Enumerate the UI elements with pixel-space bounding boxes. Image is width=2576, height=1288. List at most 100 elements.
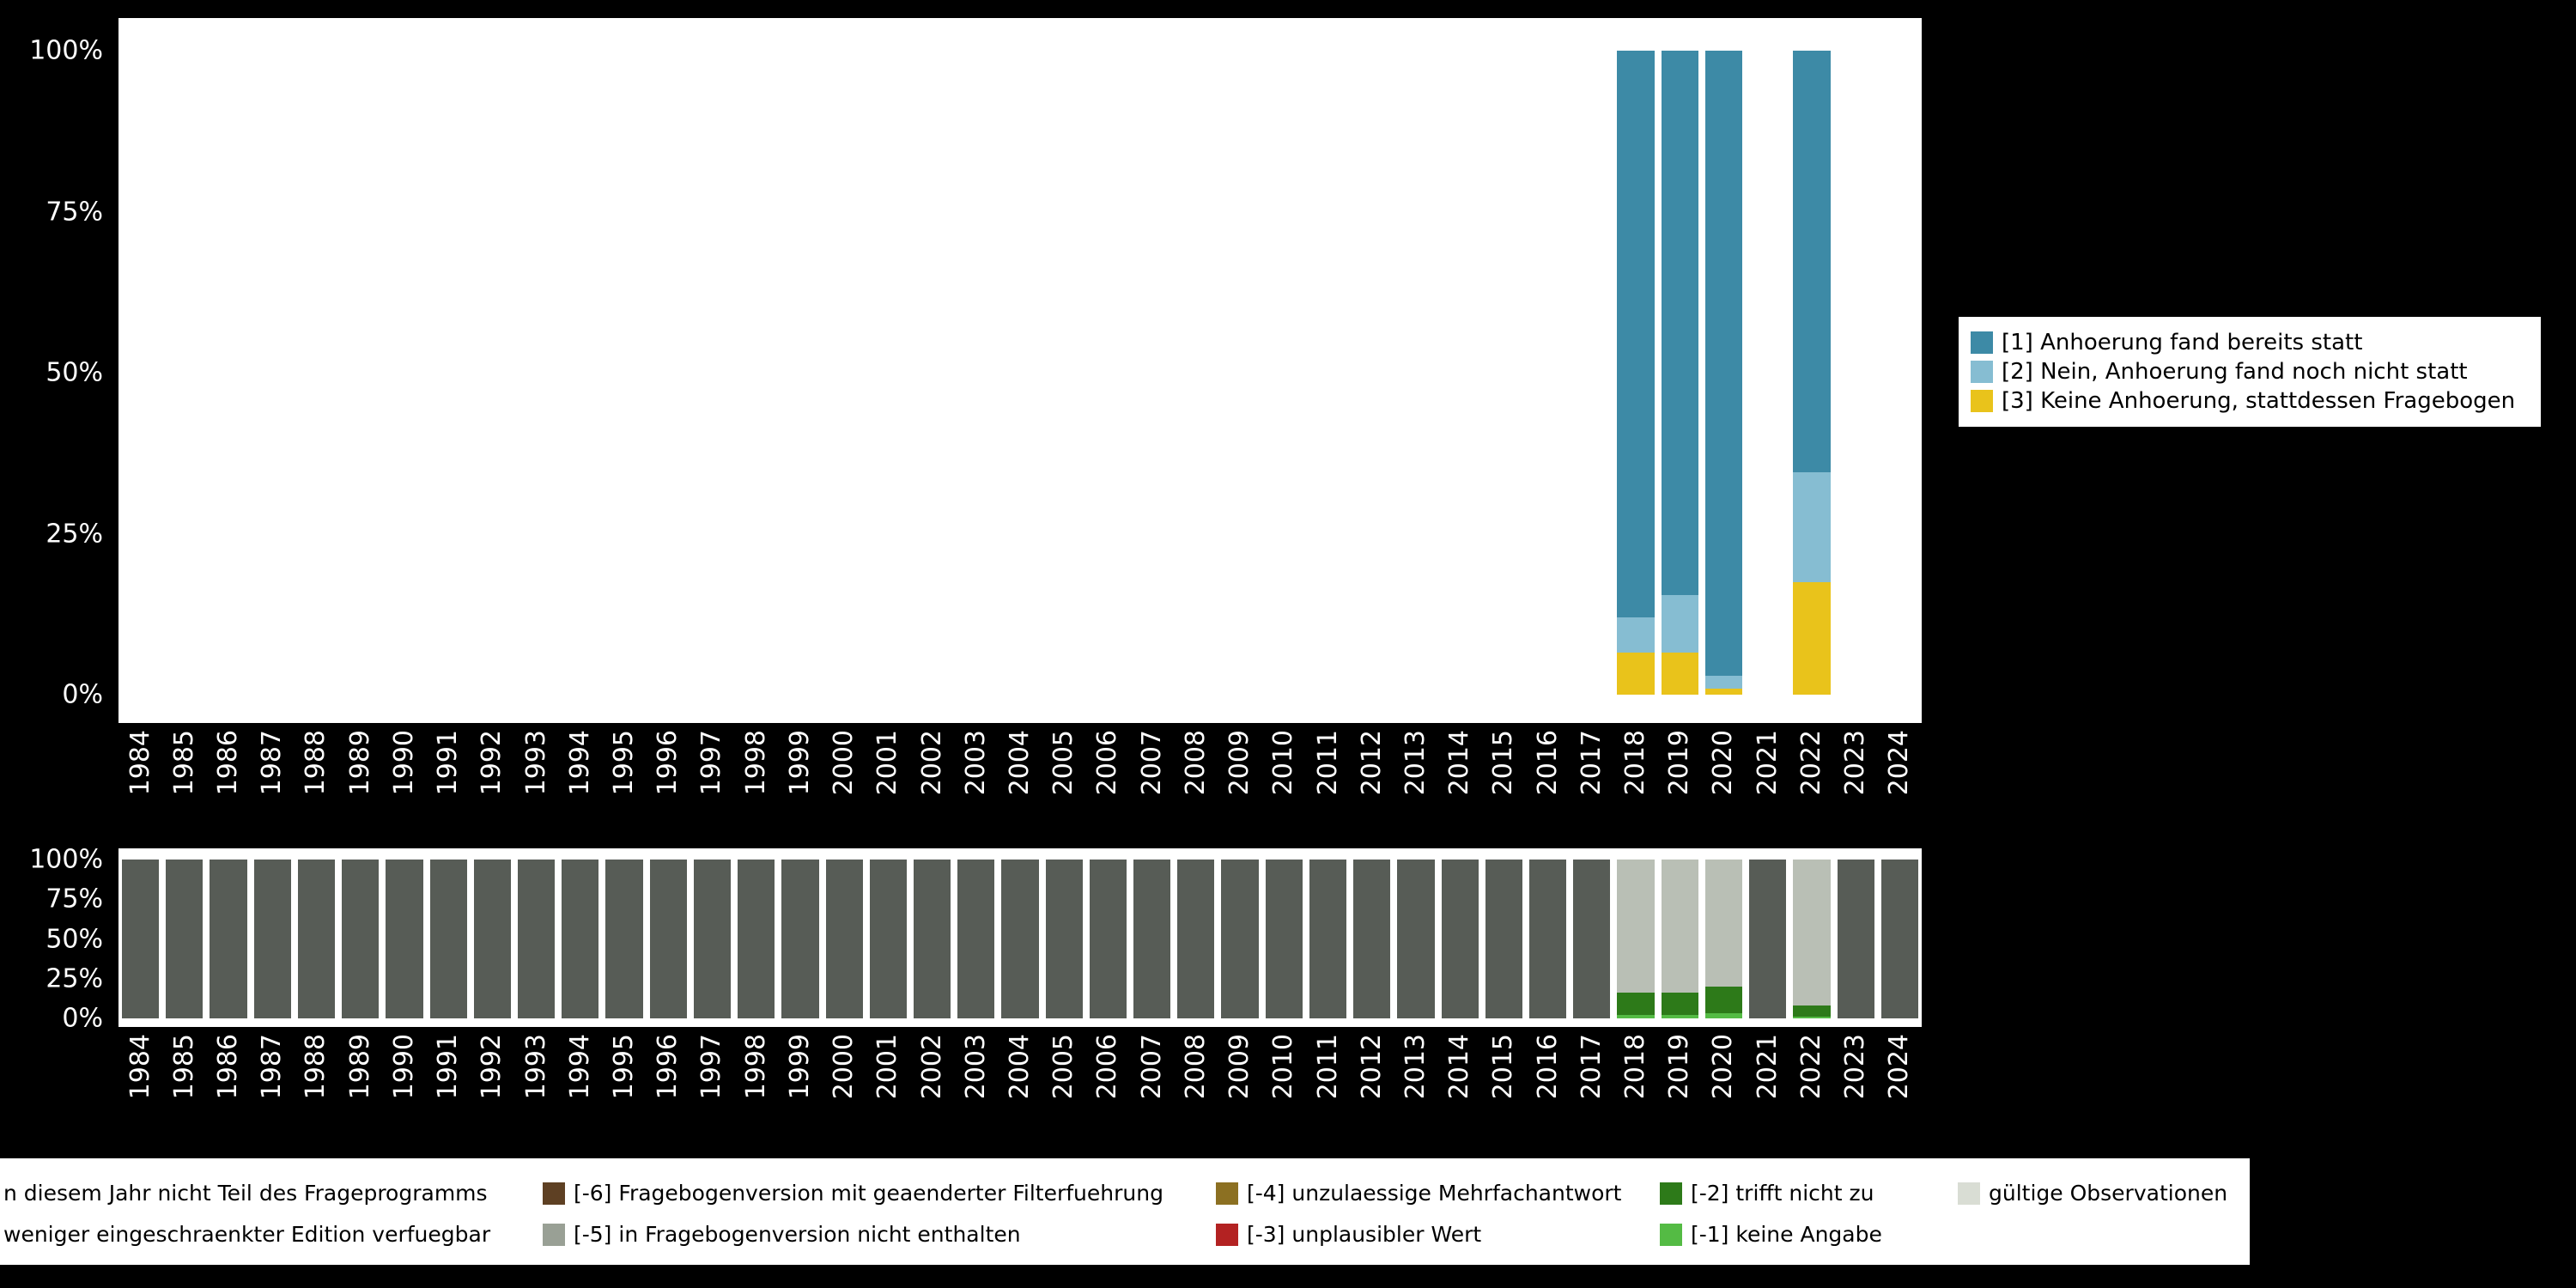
x-tick-2024: 2024 <box>1878 730 1922 831</box>
x-tick-label: 1991 <box>433 1034 464 1100</box>
bar-slot-2008 <box>1174 51 1218 695</box>
bar-slot-1993 <box>514 860 558 1018</box>
x-tick-label: 1993 <box>520 730 551 796</box>
segment-not_applicable <box>1661 993 1698 1016</box>
x-tick-label: 1986 <box>213 1034 244 1100</box>
missings-legend-label-not_in_program: n diesem Jahr nicht Teil des Frageprogra… <box>3 1181 488 1206</box>
bar-slot-2019 <box>1658 860 1702 1018</box>
segment-not_in_program <box>1441 860 1479 1018</box>
missings-legend-swatch-no_answer <box>1660 1223 1682 1246</box>
legend-item-cat1: [1] Anhoerung fand bereits statt <box>1971 330 2541 355</box>
stacked-bar-1999 <box>781 860 819 1018</box>
missings-legend-item-implausible_value: [-3] unplausibler Wert <box>1216 1222 1481 1247</box>
bar-slot-1998 <box>734 860 778 1018</box>
bar-slot-1992 <box>471 51 514 695</box>
bar-slot-2021 <box>1746 860 1789 1018</box>
segment-not_in_program <box>429 860 467 1018</box>
bar-slot-2022 <box>1789 860 1833 1018</box>
x-tick-1990: 1990 <box>382 730 426 831</box>
segment-not_in_program <box>386 860 423 1018</box>
stacked-bar-2001 <box>869 860 907 1018</box>
x-tick-label: 2016 <box>1532 1034 1563 1100</box>
missings-legend-label-changed_filtering: [-6] Fragebogenversion mit geaenderter F… <box>574 1181 1163 1206</box>
stacked-bar-2015 <box>1485 860 1522 1018</box>
x-tick-2014: 2014 <box>1438 1034 1482 1135</box>
x-tick-label: 2021 <box>1752 730 1783 796</box>
x-tick-label: 1999 <box>784 730 815 796</box>
segment-cat1 <box>1793 51 1831 473</box>
segment-not_in_program <box>562 860 599 1018</box>
bar-slot-1990 <box>382 51 426 695</box>
bar-slot-1987 <box>251 51 295 695</box>
bar-slot-2004 <box>998 860 1042 1018</box>
top-chart-bars <box>118 51 1922 695</box>
x-tick-2000: 2000 <box>823 730 866 831</box>
segment-cat3 <box>1661 653 1698 695</box>
bar-slot-2003 <box>954 51 998 695</box>
x-tick-label: 2009 <box>1224 730 1255 796</box>
x-tick-label: 2014 <box>1444 730 1475 796</box>
bar-slot-2000 <box>823 860 866 1018</box>
x-tick-1996: 1996 <box>647 730 690 831</box>
x-tick-2022: 2022 <box>1789 730 1833 831</box>
segment-cat3 <box>1793 581 1831 695</box>
x-tick-2003: 2003 <box>954 1034 998 1135</box>
x-tick-1997: 1997 <box>690 1034 734 1135</box>
x-tick-2016: 2016 <box>1526 730 1570 831</box>
x-tick-1988: 1988 <box>295 730 338 831</box>
y-tick-label: 75% <box>46 884 103 914</box>
x-tick-label: 2003 <box>960 730 991 796</box>
missings-legend-label-no_answer: [-1] keine Angabe <box>1691 1222 1882 1247</box>
x-tick-2012: 2012 <box>1350 730 1394 831</box>
bar-slot-2000 <box>823 51 866 695</box>
x-tick-2007: 2007 <box>1130 730 1174 831</box>
x-tick-1987: 1987 <box>251 730 295 831</box>
bar-slot-2020 <box>1702 51 1746 695</box>
x-axis-bottom: 1984 1985 1986 1987 1988 1989 1990 1991 1992 1993… <box>118 1034 1922 1135</box>
segment-not_in_program <box>913 860 951 1018</box>
x-tick-label: 2006 <box>1092 1034 1123 1100</box>
x-tick-label: 2020 <box>1708 1034 1739 1100</box>
bar-slot-2015 <box>1482 860 1526 1018</box>
bar-slot-2023 <box>1834 51 1878 695</box>
stacked-bar-2014 <box>1441 860 1479 1018</box>
bar-slot-2003 <box>954 860 998 1018</box>
x-tick-label: 2004 <box>1004 1034 1035 1100</box>
x-tick-2021: 2021 <box>1746 730 1789 831</box>
bar-slot-2011 <box>1306 51 1350 695</box>
segment-not_in_program <box>1880 860 1918 1018</box>
bar-slot-2009 <box>1218 860 1261 1018</box>
x-tick-2010: 2010 <box>1262 730 1306 831</box>
x-tick-label: 2019 <box>1664 730 1695 796</box>
bar-slot-1999 <box>778 51 822 695</box>
x-tick-label: 2001 <box>872 730 903 796</box>
stacked-bar-1993 <box>517 860 556 1018</box>
segment-not_in_program <box>1485 860 1522 1018</box>
segment-valid <box>1704 860 1743 987</box>
x-tick-label: 2012 <box>1356 730 1387 796</box>
x-tick-2022: 2022 <box>1789 1034 1833 1135</box>
x-tick-label: 2000 <box>829 730 860 796</box>
missings-legend: n diesem Jahr nicht Teil des Frageprogra… <box>0 1158 2250 1265</box>
segment-not_in_program <box>1045 860 1083 1018</box>
x-tick-1986: 1986 <box>206 730 250 831</box>
x-tick-2019: 2019 <box>1658 1034 1702 1135</box>
stacked-bar-2008 <box>1177 860 1215 1018</box>
x-tick-label: 1998 <box>740 730 771 796</box>
x-tick-label: 2023 <box>1840 1034 1871 1100</box>
x-tick-2012: 2012 <box>1350 1034 1394 1135</box>
bar-slot-1988 <box>295 51 338 695</box>
bar-slot-2017 <box>1570 51 1613 695</box>
x-tick-1995: 1995 <box>602 730 646 831</box>
stacked-bar-2019 <box>1661 860 1698 1018</box>
bar-slot-2012 <box>1350 860 1394 1018</box>
x-tick-1985: 1985 <box>162 730 206 831</box>
x-tick-1987: 1987 <box>251 1034 295 1135</box>
bar-slot-2018 <box>1613 860 1657 1018</box>
x-tick-label: 2021 <box>1752 1034 1783 1100</box>
missings-legend-label-valid: gültige Observationen <box>1989 1181 2228 1206</box>
segment-not_in_program <box>869 860 907 1018</box>
x-tick-label: 1987 <box>257 1034 288 1100</box>
legend-label-cat1: [1] Anhoerung fand bereits statt <box>2002 330 2363 355</box>
bar-slot-2014 <box>1438 860 1482 1018</box>
